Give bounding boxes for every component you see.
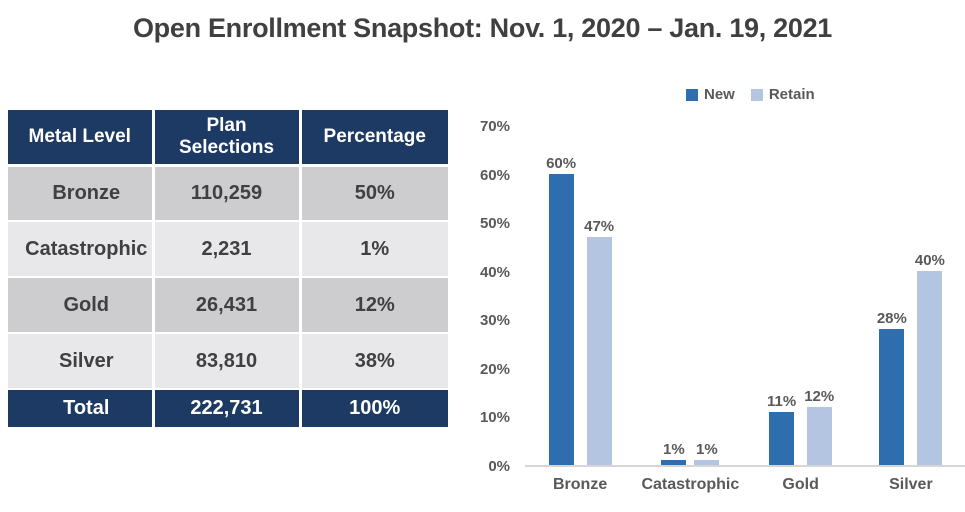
bar-column: 60%	[546, 155, 576, 465]
bar-new-gold	[769, 412, 795, 465]
bar-new-bronze	[548, 174, 574, 465]
y-axis-tick-label: 30%	[479, 312, 510, 329]
bar-value-label: 1%	[663, 441, 685, 458]
table-row: Catastrophic 2,231 1%	[8, 221, 448, 278]
cell-plan-selections: 2,231	[153, 221, 302, 278]
y-axis-tick-label: 70%	[479, 118, 510, 135]
legend-label: New	[704, 86, 735, 103]
table-total-row: Total 222,731 100%	[8, 389, 448, 427]
chart-x-axis: Bronze Catastrophic Gold Silver	[525, 476, 965, 494]
y-axis-tick-label: 0%	[488, 458, 510, 475]
cell-metal-level: Silver	[8, 333, 155, 390]
bar-new-silver	[879, 329, 905, 465]
legend-item-new: New	[686, 86, 735, 103]
bar-value-label: 1%	[696, 441, 718, 458]
chart-y-axis: 0% 10% 20% 30% 40% 50% 60% 70%	[470, 118, 510, 475]
y-axis-tick-label: 10%	[479, 409, 510, 426]
cell-metal-level: Gold	[8, 277, 155, 334]
cell-percentage: 1%	[300, 221, 448, 278]
bar-retain-gold	[806, 407, 832, 465]
bar-retain-catastrophic	[694, 460, 720, 465]
legend-swatch-icon	[686, 88, 698, 101]
bar-chart: New Retain 0% 10% 20% 30% 40% 50% 60% 70% 60% 47%…	[470, 80, 965, 510]
bar-column: 12%	[804, 388, 834, 465]
bar-retain-silver	[917, 271, 943, 465]
bar-new-catastrophic	[661, 460, 687, 465]
cell-metal-level: Bronze	[8, 165, 155, 222]
enrollment-table: Metal Level Plan Selections Percentage B…	[8, 110, 448, 427]
bar-column: 47%	[584, 218, 614, 465]
bar-value-label: 60%	[546, 155, 577, 172]
bar-column: 11%	[767, 393, 796, 465]
bar-retain-bronze	[586, 237, 612, 465]
x-axis-label-bronze: Bronze	[553, 476, 608, 493]
cell-plan-selections: 26,431	[153, 277, 302, 334]
bar-value-label: 11%	[767, 393, 797, 410]
header-metal-level: Metal Level	[8, 110, 155, 167]
bar-column: 40%	[915, 252, 945, 465]
bar-value-label: 40%	[914, 252, 945, 269]
chart-plot-area: 60% 47% 1% 1% 11% 12% 28% 40%	[525, 127, 965, 467]
cell-plan-selections: 83,810	[153, 333, 302, 390]
legend-swatch-icon	[750, 88, 763, 101]
cell-percentage: 12%	[300, 277, 448, 334]
bar-group-silver: 28% 40%	[856, 127, 965, 465]
bar-group-catastrophic: 1% 1%	[635, 127, 745, 465]
y-axis-tick-label: 50%	[479, 215, 510, 232]
cell-percentage: 38%	[300, 333, 448, 390]
cell-total-label: Total	[8, 389, 155, 427]
legend-label: Retain	[768, 86, 815, 103]
bar-group-gold: 11% 12%	[746, 127, 856, 465]
x-axis-label-gold: Gold	[782, 476, 819, 493]
bar-value-label: 47%	[584, 218, 615, 235]
legend-item-retain: Retain	[750, 86, 815, 103]
y-axis-tick-label: 20%	[479, 361, 510, 378]
cell-total-selections: 222,731	[153, 389, 302, 427]
cell-total-percentage: 100%	[300, 389, 448, 427]
table-row: Gold 26,431 12%	[8, 277, 448, 334]
x-axis-label-catastrophic: Catastrophic	[641, 476, 740, 493]
bar-column: 1%	[661, 441, 687, 465]
cell-percentage: 50%	[300, 165, 448, 222]
bar-column: 1%	[694, 441, 720, 465]
cell-metal-level: Catastrophic	[8, 221, 155, 278]
y-axis-tick-label: 40%	[479, 264, 510, 281]
bar-value-label: 28%	[876, 310, 907, 327]
page-title: Open Enrollment Snapshot: Nov. 1, 2020 –…	[132, 13, 833, 43]
table-header-row: Metal Level Plan Selections Percentage	[8, 110, 448, 167]
cell-plan-selections: 110,259	[153, 165, 302, 222]
chart-legend: New Retain	[686, 86, 815, 103]
y-axis-tick-label: 60%	[479, 167, 510, 184]
header-percentage: Percentage	[300, 110, 448, 167]
bar-column: 28%	[877, 310, 907, 465]
table-row: Silver 83,810 38%	[8, 333, 448, 390]
bar-value-label: 12%	[804, 388, 835, 405]
x-axis-label-silver: Silver	[889, 476, 933, 493]
header-plan-selections: Plan Selections	[153, 110, 302, 167]
table-row: Bronze 110,259 50%	[8, 165, 448, 222]
bar-group-bronze: 60% 47%	[525, 127, 635, 465]
